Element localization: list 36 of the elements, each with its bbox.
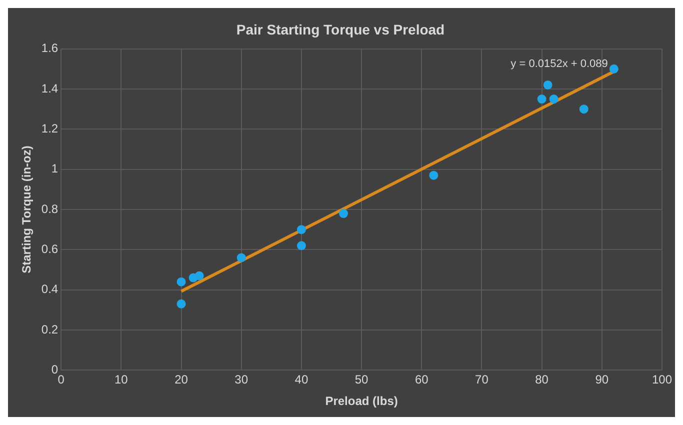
x-tick-label: 30 [234, 372, 248, 387]
y-tick-label: 0.4 [41, 282, 58, 296]
point [296, 241, 306, 250]
x-tick-label: 60 [414, 372, 429, 387]
point [176, 277, 186, 286]
x-tick-label: 70 [475, 372, 489, 387]
annotation: y = 0.0152x + 0.089 [510, 58, 608, 70]
x-axis-title: Preload (lbs) [325, 394, 398, 408]
point [176, 299, 186, 308]
point [549, 94, 558, 104]
y-tick-label: 0.8 [41, 202, 58, 216]
y-tick-label: 0.6 [41, 242, 58, 256]
x-tick-label: 100 [652, 372, 672, 387]
y-tick-label: 1.2 [41, 121, 58, 136]
chart-title: Pair Starting Torque vs Preload [236, 21, 445, 38]
point [609, 64, 618, 74]
x-tick-label: 80 [535, 372, 549, 387]
point [339, 209, 348, 218]
y-axis-title: Starting Torque (in-oz) [20, 146, 34, 274]
y-tick-label: 1 [51, 162, 58, 176]
point [579, 104, 588, 114]
y-tick-label: 0 [51, 362, 58, 377]
y-tick-label: 0.2 [41, 322, 58, 336]
point [543, 80, 552, 90]
point [296, 225, 306, 234]
point [194, 271, 204, 280]
point [429, 170, 438, 180]
x-tick-label: 90 [595, 372, 609, 387]
point [236, 253, 246, 262]
y-tick-label: 1.4 [41, 81, 58, 96]
y-tick-label: 1.6 [41, 41, 58, 56]
x-tick-label: 40 [294, 372, 308, 387]
x-tick-label: 50 [354, 372, 369, 387]
point [537, 94, 546, 104]
x-tick-label: 10 [114, 372, 128, 387]
x-tick-label: 20 [174, 372, 188, 387]
